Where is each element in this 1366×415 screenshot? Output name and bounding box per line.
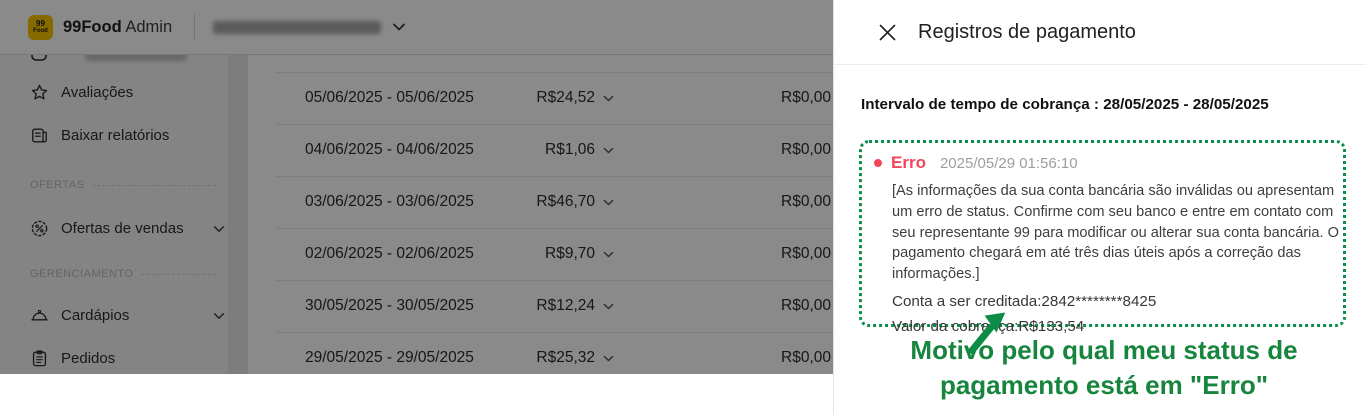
sidebar-section-ofertas: OFERTAS <box>30 179 216 191</box>
sidebar-item-ofertas-de-vendas[interactable]: Ofertas de vendas <box>30 219 225 238</box>
chevron-down-icon[interactable] <box>212 222 226 236</box>
partial-icon <box>31 55 47 61</box>
status-row: Erro 2025/05/29 01:56:10 <box>874 153 1329 173</box>
annotation-arrow-icon <box>967 312 1006 356</box>
billing-period: 02/06/2025 - 02/06/2025 <box>305 245 474 262</box>
section-label: OFERTAS <box>30 179 85 191</box>
chevron-down-icon[interactable] <box>212 309 226 323</box>
payment-records-drawer: Registros de pagamento Intervalo de temp… <box>833 0 1366 415</box>
billing-interval-label: Intervalo de tempo de cobrança : 28/05/2… <box>861 96 1269 113</box>
drawer-title: Registros de pagamento <box>918 20 1136 43</box>
table-row[interactable]: 03/06/2025 - 03/06/2025 R$46,70 R$0,00 <box>248 176 833 228</box>
annotation-text: Motivo pelo qual meu status de pagamento… <box>910 335 1298 400</box>
table-row[interactable]: 02/06/2025 - 02/06/2025 R$9,70 R$0,00 <box>248 228 833 280</box>
chevron-down-icon[interactable] <box>602 92 615 105</box>
top-bar: 99 Food 99Food Admin <box>0 0 833 55</box>
billing-period: 29/05/2025 - 29/05/2025 <box>305 349 474 366</box>
merchant-name-redacted[interactable] <box>213 20 382 34</box>
amount-value: R$25,32 <box>536 349 595 366</box>
section-label: GERENCIAMENTO <box>30 268 134 280</box>
table-row[interactable]: 05/06/2025 - 05/06/2025 R$24,52 R$0,00 <box>248 72 833 124</box>
sidebar: Avaliações Baixar relatórios OFERTAS Ofe… <box>0 55 228 374</box>
drawer-header: Registros de pagamento <box>834 0 1366 65</box>
brand-title: 99Food Admin <box>63 18 172 37</box>
sidebar-item-partial[interactable] <box>30 55 186 66</box>
payments-table: 05/06/2025 - 05/06/2025 R$24,52 R$0,00 0… <box>248 55 833 374</box>
app-background: 99 Food 99Food Admin Avaliações <box>0 0 833 374</box>
sidebar-item-avaliacoes[interactable]: Avaliações <box>30 83 133 102</box>
percent-badge-icon <box>31 220 48 237</box>
error-dot-icon <box>874 159 882 167</box>
fee-value: R$0,00 <box>781 349 831 366</box>
close-button[interactable] <box>876 21 898 43</box>
logo-text-top: 99 <box>36 19 45 28</box>
amount-value: R$12,24 <box>536 297 595 314</box>
99food-logo-icon: 99 Food <box>28 14 53 40</box>
amount-value: R$24,52 <box>536 89 595 106</box>
report-document-icon <box>32 128 47 143</box>
table-row[interactable]: 04/06/2025 - 04/06/2025 R$1,06 R$0,00 <box>248 124 833 176</box>
clipboard-icon <box>32 350 47 367</box>
error-message: [As informações da sua conta bancária sã… <box>892 183 1339 283</box>
close-icon <box>879 24 895 40</box>
sidebar-item-baixar-relatorios[interactable]: Baixar relatórios <box>30 126 169 145</box>
fee-value: R$0,00 <box>781 141 831 158</box>
sidebar-section-gerenciamento: GERENCIAMENTO <box>30 268 216 280</box>
fee-value: R$0,00 <box>781 297 831 314</box>
table-row[interactable]: 29/05/2025 - 29/05/2025 R$25,32 R$0,00 <box>248 332 833 374</box>
table-row[interactable]: 30/05/2025 - 30/05/2025 R$12,24 R$0,00 <box>248 280 833 332</box>
chevron-down-icon[interactable] <box>602 144 615 157</box>
fee-value: R$0,00 <box>781 89 831 106</box>
amount-value: R$46,70 <box>536 193 595 210</box>
sidebar-partial-label-redacted <box>86 55 186 61</box>
amount-value: R$1,06 <box>545 141 595 158</box>
chevron-down-icon[interactable] <box>602 248 615 261</box>
sidebar-item-label: Ofertas de vendas <box>61 220 184 237</box>
chevron-down-icon[interactable] <box>602 300 615 313</box>
amount-value: R$9,70 <box>545 245 595 262</box>
sidebar-item-label: Pedidos <box>61 350 116 367</box>
billing-period: 04/06/2025 - 04/06/2025 <box>305 141 474 158</box>
brand-name: 99Food <box>63 17 122 36</box>
credited-account-line: Conta a ser creditada:2842********8425 <box>892 292 1157 310</box>
error-record-highlight-box: Erro 2025/05/29 01:56:10 [As informações… <box>859 140 1346 335</box>
billing-period: 05/06/2025 - 05/06/2025 <box>305 89 474 106</box>
topbar-divider <box>194 14 196 40</box>
billing-period: 30/05/2025 - 30/05/2025 <box>305 297 474 314</box>
drawer-scrim-overlay[interactable] <box>0 0 833 374</box>
cloche-icon <box>31 309 48 321</box>
sidebar-item-pedidos[interactable]: Pedidos <box>30 349 115 368</box>
sidebar-item-label: Baixar relatórios <box>61 127 170 144</box>
logo-text-bottom: Food <box>33 28 48 34</box>
billing-period: 03/06/2025 - 03/06/2025 <box>305 193 474 210</box>
star-icon <box>31 84 48 100</box>
chevron-down-icon[interactable] <box>602 196 615 209</box>
chevron-down-icon[interactable] <box>391 19 407 35</box>
fee-value: R$0,00 <box>781 245 831 262</box>
chevron-down-icon[interactable] <box>602 352 615 365</box>
sidebar-item-cardapios[interactable]: Cardápios <box>30 306 225 325</box>
brand-suffix: Admin <box>125 17 173 36</box>
status-badge: Erro <box>891 153 926 172</box>
sidebar-item-label: Avaliações <box>61 84 134 101</box>
fee-value: R$0,00 <box>781 193 831 210</box>
record-timestamp: 2025/05/29 01:56:10 <box>939 154 1078 172</box>
sidebar-item-label: Cardápios <box>61 307 130 324</box>
